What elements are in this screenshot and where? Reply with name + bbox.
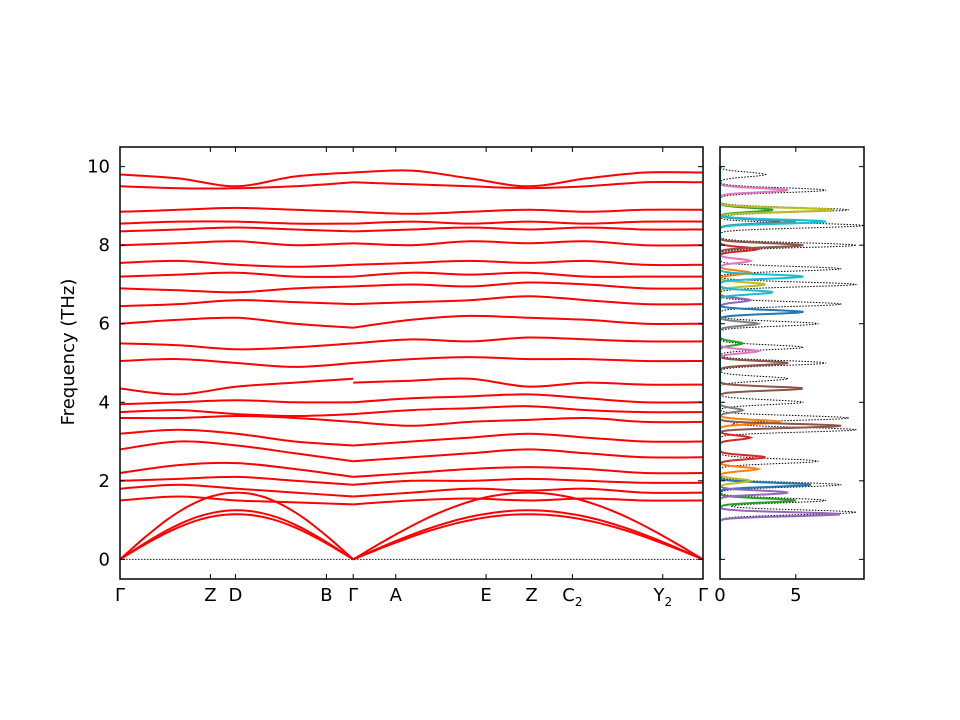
acoustic-band-line — [119, 491, 354, 561]
dos-partial-line — [718, 166, 827, 560]
acoustic-band-line — [352, 491, 704, 561]
y-axis-label: Frequency (THz) — [58, 279, 79, 426]
y-tick-label: 10 — [87, 157, 110, 178]
band-line-right — [353, 356, 704, 364]
band-line-right — [353, 314, 704, 329]
x-tick-label: E — [480, 585, 491, 606]
band-line-left — [119, 181, 354, 190]
band-line-left — [119, 440, 354, 463]
band-line-left — [119, 171, 354, 188]
band-line-left — [119, 285, 354, 294]
dos-x-tick-label: 0 — [714, 585, 725, 606]
acoustic-band-line — [352, 509, 704, 561]
band-line-left — [119, 399, 354, 406]
band-line-right — [353, 226, 704, 233]
band-line-left — [119, 342, 354, 351]
band-line-right — [353, 295, 704, 306]
acoustic-band-line — [119, 513, 354, 561]
y-tick-label: 0 — [99, 549, 110, 570]
dos-total-line — [719, 166, 865, 560]
band-plot-frame — [119, 146, 704, 580]
band-line-left — [119, 299, 354, 308]
band-line-right — [353, 259, 704, 267]
acoustic-band-line — [119, 509, 354, 561]
band-line-left — [119, 495, 354, 506]
band-line-right — [353, 497, 704, 506]
band-line-right — [353, 271, 703, 278]
x-tick-label: Z — [525, 585, 537, 606]
band-line-left — [119, 259, 354, 268]
dos-lines — [718, 166, 865, 560]
y-tick-label: 4 — [99, 392, 110, 413]
band-line-left — [119, 271, 354, 278]
band-line-right — [353, 240, 704, 247]
band-line-left — [119, 475, 354, 486]
band-line-right — [353, 432, 704, 447]
x-tick-label: Γ — [348, 585, 358, 606]
dos-plot-frame — [719, 146, 865, 580]
band-line-left — [119, 226, 354, 233]
x-tick-label: D — [228, 585, 242, 606]
x-tick-subscript: 2 — [575, 595, 583, 609]
band-line-right — [353, 466, 704, 478]
y-tick-label: 6 — [99, 314, 110, 335]
y-tick-label: 2 — [99, 471, 110, 492]
band-line-right — [353, 208, 704, 215]
band-lines — [119, 169, 704, 561]
band-line-left — [119, 377, 354, 396]
band-line-right — [353, 169, 704, 188]
dos-x-tick-label: 5 — [790, 585, 801, 606]
band-line-left — [119, 358, 354, 368]
band-line-right — [353, 487, 704, 498]
band-line-left — [119, 428, 354, 447]
x-tick-subscript: 2 — [664, 595, 672, 609]
acoustic-band-line — [352, 513, 704, 561]
band-line-left — [119, 316, 354, 329]
band-line-right — [353, 281, 704, 290]
x-tick-label: Γ — [698, 585, 708, 606]
band-line-left — [119, 240, 354, 247]
band-line-left — [119, 414, 354, 423]
band-line-right — [353, 377, 704, 388]
band-line-right — [353, 336, 704, 345]
band-line-left — [119, 206, 354, 213]
y-tick-label: 8 — [99, 235, 110, 256]
x-tick-label: B — [320, 585, 332, 606]
band-line-right — [353, 220, 704, 225]
band-line-left — [119, 461, 354, 478]
band-line-left — [119, 409, 354, 418]
band-line-right — [353, 416, 704, 427]
band-line-right — [353, 393, 704, 404]
band-line-right — [353, 477, 704, 486]
band-line-right — [353, 448, 704, 463]
band-line-left — [119, 220, 354, 225]
band-line-right — [353, 405, 704, 416]
x-tick-label: Z — [204, 585, 216, 606]
band-line-right — [353, 181, 704, 190]
x-tick-label: A — [390, 585, 403, 606]
x-tick-label: Γ — [115, 585, 125, 606]
x-tick-label: C2 — [562, 585, 582, 609]
band-line-left — [119, 483, 354, 498]
x-tick-label: Y2 — [652, 585, 672, 609]
